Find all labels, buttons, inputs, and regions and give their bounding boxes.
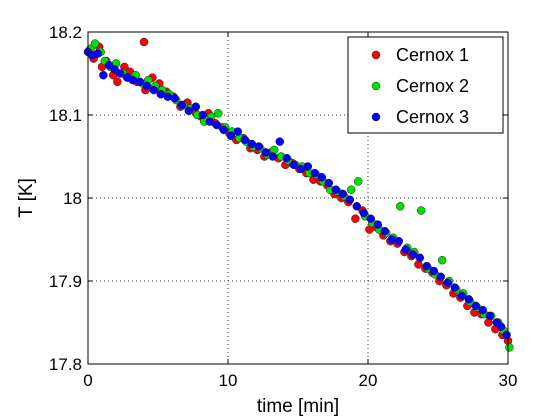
- data-point: [90, 39, 100, 48]
- series-3: [83, 47, 511, 340]
- data-point: [93, 49, 103, 58]
- data-point: [163, 92, 173, 101]
- y-tick-label: 17.9: [49, 272, 82, 291]
- data-point: [139, 37, 149, 47]
- data-points: [83, 37, 514, 352]
- data-point: [289, 160, 299, 170]
- legend: Cernox 1 Cernox 2 Cernox 3: [347, 36, 504, 134]
- data-point: [457, 291, 467, 301]
- y-axis-label: T [K]: [16, 178, 37, 218]
- data-point: [310, 168, 320, 178]
- data-point: [338, 189, 348, 199]
- data-point: [184, 106, 194, 116]
- data-point: [135, 77, 145, 87]
- x-tick-label: 20: [359, 371, 378, 390]
- x-tick-label: 0: [83, 371, 92, 390]
- x-tick-label: 10: [219, 371, 238, 390]
- data-point: [478, 305, 488, 315]
- legend-marker: [371, 81, 381, 91]
- data-point: [268, 152, 278, 161]
- data-point: [394, 236, 404, 246]
- data-point: [317, 173, 327, 182]
- legend-label: Cernox 1: [396, 45, 469, 65]
- data-point: [373, 220, 383, 229]
- data-point: [450, 283, 460, 292]
- data-point: [345, 195, 355, 204]
- data-point: [352, 202, 362, 211]
- data-point: [331, 185, 341, 194]
- data-point: [240, 135, 250, 145]
- data-point: [437, 255, 447, 265]
- grid: [88, 32, 508, 364]
- data-point: [128, 75, 138, 85]
- data-point: [380, 226, 390, 236]
- data-point: [464, 295, 474, 304]
- data-point: [115, 69, 125, 78]
- x-axis-label: time [min]: [257, 396, 339, 417]
- data-point: [303, 162, 313, 171]
- data-point: [275, 137, 285, 146]
- data-point: [142, 81, 152, 91]
- data-point: [408, 250, 418, 259]
- data-point: [254, 142, 264, 151]
- data-point: [351, 214, 360, 223]
- data-point: [395, 202, 405, 211]
- data-point: [471, 301, 481, 311]
- data-point: [177, 100, 187, 110]
- data-point: [353, 177, 363, 186]
- data-point: [346, 185, 356, 194]
- y-tick-label: 17.8: [49, 355, 82, 374]
- data-point: [505, 343, 514, 352]
- data-point: [212, 120, 222, 130]
- axis-ticks: 0 10 20 30 17.8 17.9 18 18.1 18.2: [49, 23, 518, 390]
- x-tick-label: 30: [499, 371, 518, 390]
- legend-label: Cernox 3: [396, 107, 469, 127]
- data-point: [496, 322, 506, 331]
- data-point: [429, 266, 439, 276]
- data-point: [485, 311, 495, 321]
- data-point: [415, 253, 425, 263]
- data-point: [443, 278, 453, 287]
- data-point: [205, 117, 215, 126]
- data-point: [366, 214, 376, 223]
- data-point: [282, 153, 292, 163]
- data-point: [422, 261, 432, 271]
- data-point: [401, 245, 411, 254]
- data-point: [233, 127, 243, 136]
- data-point: [213, 109, 223, 118]
- data-point: [436, 272, 446, 282]
- data-point: [359, 208, 369, 218]
- data-point: [198, 110, 208, 120]
- data-point: [219, 125, 229, 135]
- data-point: [261, 148, 271, 157]
- data-point: [191, 102, 201, 111]
- y-tick-label: 18.2: [49, 23, 82, 42]
- data-point: [502, 330, 511, 340]
- legend-marker: [371, 112, 381, 122]
- data-point: [324, 178, 334, 188]
- legend-label: Cernox 2: [396, 76, 469, 96]
- y-tick-label: 18: [63, 189, 82, 208]
- data-point: [99, 70, 108, 80]
- data-point: [226, 131, 236, 141]
- data-point: [387, 235, 397, 244]
- data-point: [149, 85, 159, 95]
- y-tick-label: 18.1: [49, 106, 82, 125]
- data-point: [416, 206, 426, 215]
- data-point: [170, 94, 180, 103]
- legend-marker: [371, 50, 381, 60]
- data-point: [113, 77, 122, 87]
